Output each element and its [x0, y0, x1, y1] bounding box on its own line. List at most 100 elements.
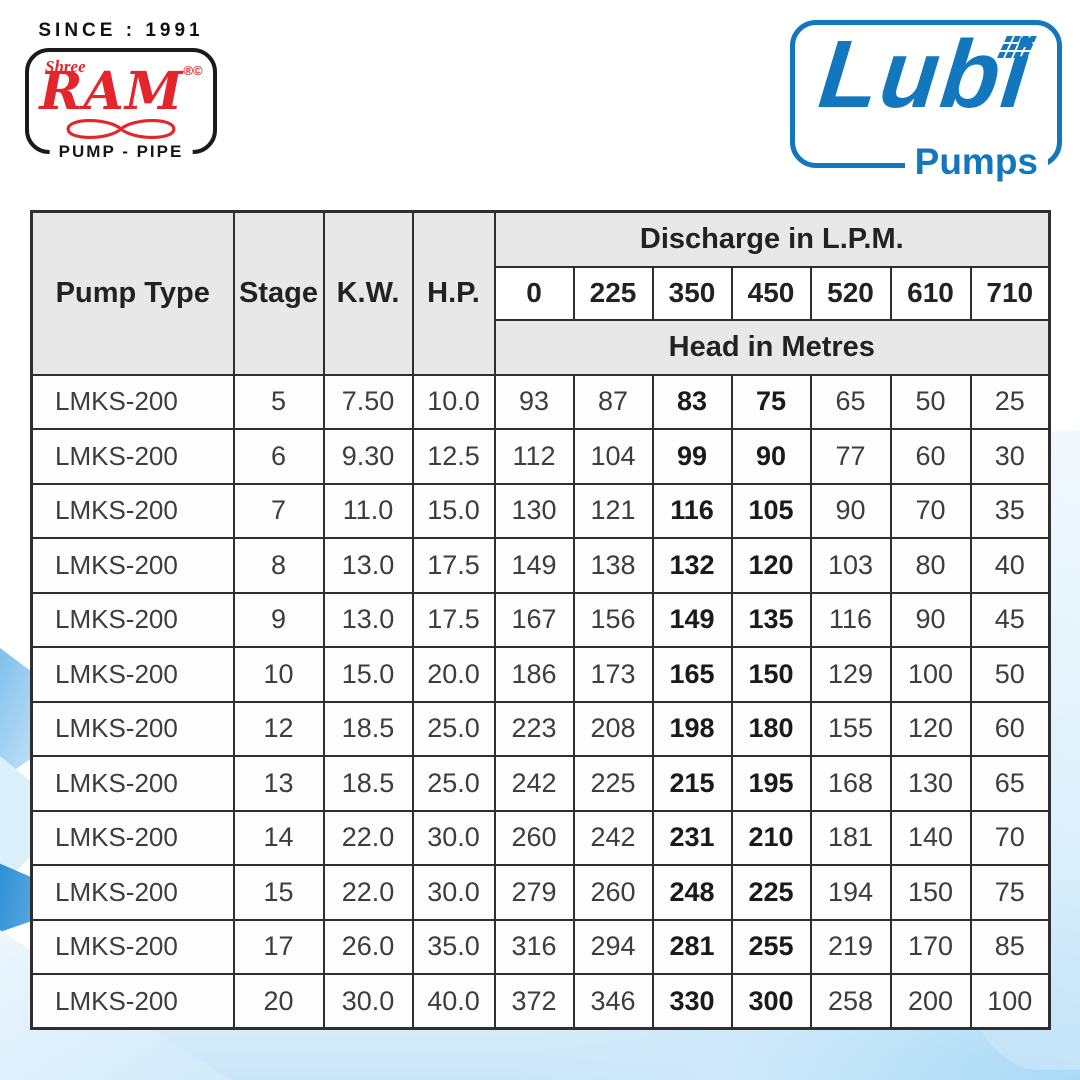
- cell-head-value: 260: [572, 864, 654, 921]
- cell-head-value: 281: [651, 918, 733, 975]
- discharge-value: 520: [809, 265, 892, 321]
- cell-head-value: 258: [809, 973, 892, 1030]
- cell-kw: 18.5: [322, 700, 414, 757]
- table-row: LMKS-200 12 18.5 25.0 223 208 198 180 155 120 60: [30, 700, 1051, 757]
- table-row: LMKS-200 17 26.0 35.0 316 294 281 255 219 170 85: [30, 918, 1051, 975]
- cell-hp: 30.0: [411, 864, 496, 921]
- cell-stage: 5: [232, 373, 325, 430]
- cell-head-value: 70: [969, 809, 1051, 866]
- cell-kw: 11.0: [322, 482, 414, 539]
- discharge-values-row: 0 225 350 450 520 610 710: [32, 265, 1051, 321]
- cell-hp: 20.0: [411, 646, 496, 703]
- cell-pump-type: LMKS-200: [30, 973, 235, 1030]
- cell-pump-type: LMKS-200: [30, 809, 235, 866]
- cell-head-value: 231: [651, 809, 733, 866]
- cell-hp: 12.5: [411, 428, 496, 485]
- cell-head-value: 198: [651, 700, 733, 757]
- discharge-value: 450: [730, 265, 812, 321]
- cell-pump-type: LMKS-200: [30, 864, 235, 921]
- ram-brand-name: RAM®©: [29, 64, 213, 118]
- cell-head-value: 242: [572, 809, 654, 866]
- cell-hp: 30.0: [411, 809, 496, 866]
- cell-head-value: 65: [809, 373, 892, 430]
- cell-head-value: 260: [493, 809, 575, 866]
- discharge-value: 225: [572, 265, 654, 321]
- cell-stage: 10: [232, 646, 325, 703]
- cell-head-value: 120: [730, 537, 812, 594]
- cell-head-value: 181: [809, 809, 892, 866]
- cell-kw: 26.0: [322, 918, 414, 975]
- cell-head-value: 45: [969, 591, 1051, 648]
- cell-head-value: 105: [730, 482, 812, 539]
- cell-head-value: 138: [572, 537, 654, 594]
- cell-head-value: 194: [809, 864, 892, 921]
- cell-kw: 7.50: [322, 373, 414, 430]
- pump-spec-table: Pump Type Stage K.W. H.P. Discharge in L…: [30, 210, 1052, 1030]
- cell-head-value: 83: [651, 373, 733, 430]
- cell-head-value: 200: [889, 973, 972, 1030]
- cell-head-value: 242: [493, 755, 575, 812]
- lubi-brand-name: Lubi: [814, 21, 1037, 128]
- cell-hp: 25.0: [411, 700, 496, 757]
- cell-head-value: 155: [809, 700, 892, 757]
- cell-head-value: 35: [969, 482, 1051, 539]
- cell-head-value: 70: [889, 482, 972, 539]
- cell-head-value: 180: [730, 700, 812, 757]
- cell-hp: 35.0: [411, 918, 496, 975]
- cell-pump-type: LMKS-200: [30, 537, 235, 594]
- cell-head-value: 195: [730, 755, 812, 812]
- discharge-value: 710: [969, 265, 1051, 321]
- table-header: Pump Type Stage K.W. H.P. Discharge in L…: [30, 210, 1051, 376]
- shree-ram-logo: SINCE : 1991 Shree RAM®© PUMP - PIPE: [25, 20, 217, 162]
- cell-head-value: 120: [889, 700, 972, 757]
- cell-pump-type: LMKS-200: [30, 918, 235, 975]
- cell-stage: 17: [232, 918, 325, 975]
- cell-head-value: 85: [969, 918, 1051, 975]
- ram-seal-border: Shree RAM®© PUMP - PIPE: [25, 48, 217, 162]
- header-hp: H.P.: [411, 210, 496, 376]
- cell-head-value: 223: [493, 700, 575, 757]
- cell-stage: 20: [232, 973, 325, 1030]
- cell-head-value: 168: [809, 755, 892, 812]
- cell-kw: 9.30: [322, 428, 414, 485]
- cell-head-value: 150: [889, 864, 972, 921]
- cell-head-value: 116: [809, 591, 892, 648]
- cell-head-value: 219: [809, 918, 892, 975]
- header-pump-type: Pump Type: [30, 210, 235, 376]
- table-row: LMKS-200 8 13.0 17.5 149 138 132 120 103 80 40: [30, 537, 1051, 594]
- since-1991-text: SINCE : 1991: [38, 20, 204, 41]
- table-row: LMKS-200 6 9.30 12.5 112 104 99 90 77 60 30: [30, 428, 1051, 485]
- header-discharge: Discharge in L.P.M.: [493, 210, 1051, 268]
- cell-stage: 6: [232, 428, 325, 485]
- cell-head-value: 167: [493, 591, 575, 648]
- cell-head-value: 80: [889, 537, 972, 594]
- cell-pump-type: LMKS-200: [30, 373, 235, 430]
- cell-head-value: 77: [809, 428, 892, 485]
- table-body: LMKS-200 5 7.50 10.0 93 87 83 75 65 50 25 LMKS-200 6…: [30, 373, 1051, 1030]
- table-row: LMKS-200 15 22.0 30.0 279 260 248 225 194 150 75: [30, 864, 1051, 921]
- table-row: LMKS-200 7 11.0 15.0 130 121 116 105 90 70 35: [30, 482, 1051, 539]
- cell-kw: 15.0: [322, 646, 414, 703]
- cell-head-value: 100: [969, 973, 1051, 1030]
- cell-head-value: 130: [889, 755, 972, 812]
- infinity-swirl-icon: [29, 116, 213, 142]
- shree-text: Shree: [45, 57, 86, 76]
- cell-head-value: 75: [969, 864, 1051, 921]
- cell-head-value: 208: [572, 700, 654, 757]
- cell-head-value: 130: [493, 482, 575, 539]
- cell-head-value: 186: [493, 646, 575, 703]
- table-row: LMKS-200 13 18.5 25.0 242 225 215 195 168 130 65: [30, 755, 1051, 812]
- cell-head-value: 87: [572, 373, 654, 430]
- cell-head-value: 103: [809, 537, 892, 594]
- cell-head-value: 65: [969, 755, 1051, 812]
- cell-head-value: 50: [969, 646, 1051, 703]
- cell-hp: 17.5: [411, 537, 496, 594]
- lubi-pumps-tagline: Pumps: [904, 143, 1048, 180]
- cell-head-value: 90: [889, 591, 972, 648]
- cell-hp: 40.0: [411, 973, 496, 1030]
- cell-kw: 30.0: [322, 973, 414, 1030]
- cell-head-value: 316: [493, 918, 575, 975]
- cell-head-value: 170: [889, 918, 972, 975]
- header-stage: Stage: [232, 210, 325, 376]
- cell-head-value: 210: [730, 809, 812, 866]
